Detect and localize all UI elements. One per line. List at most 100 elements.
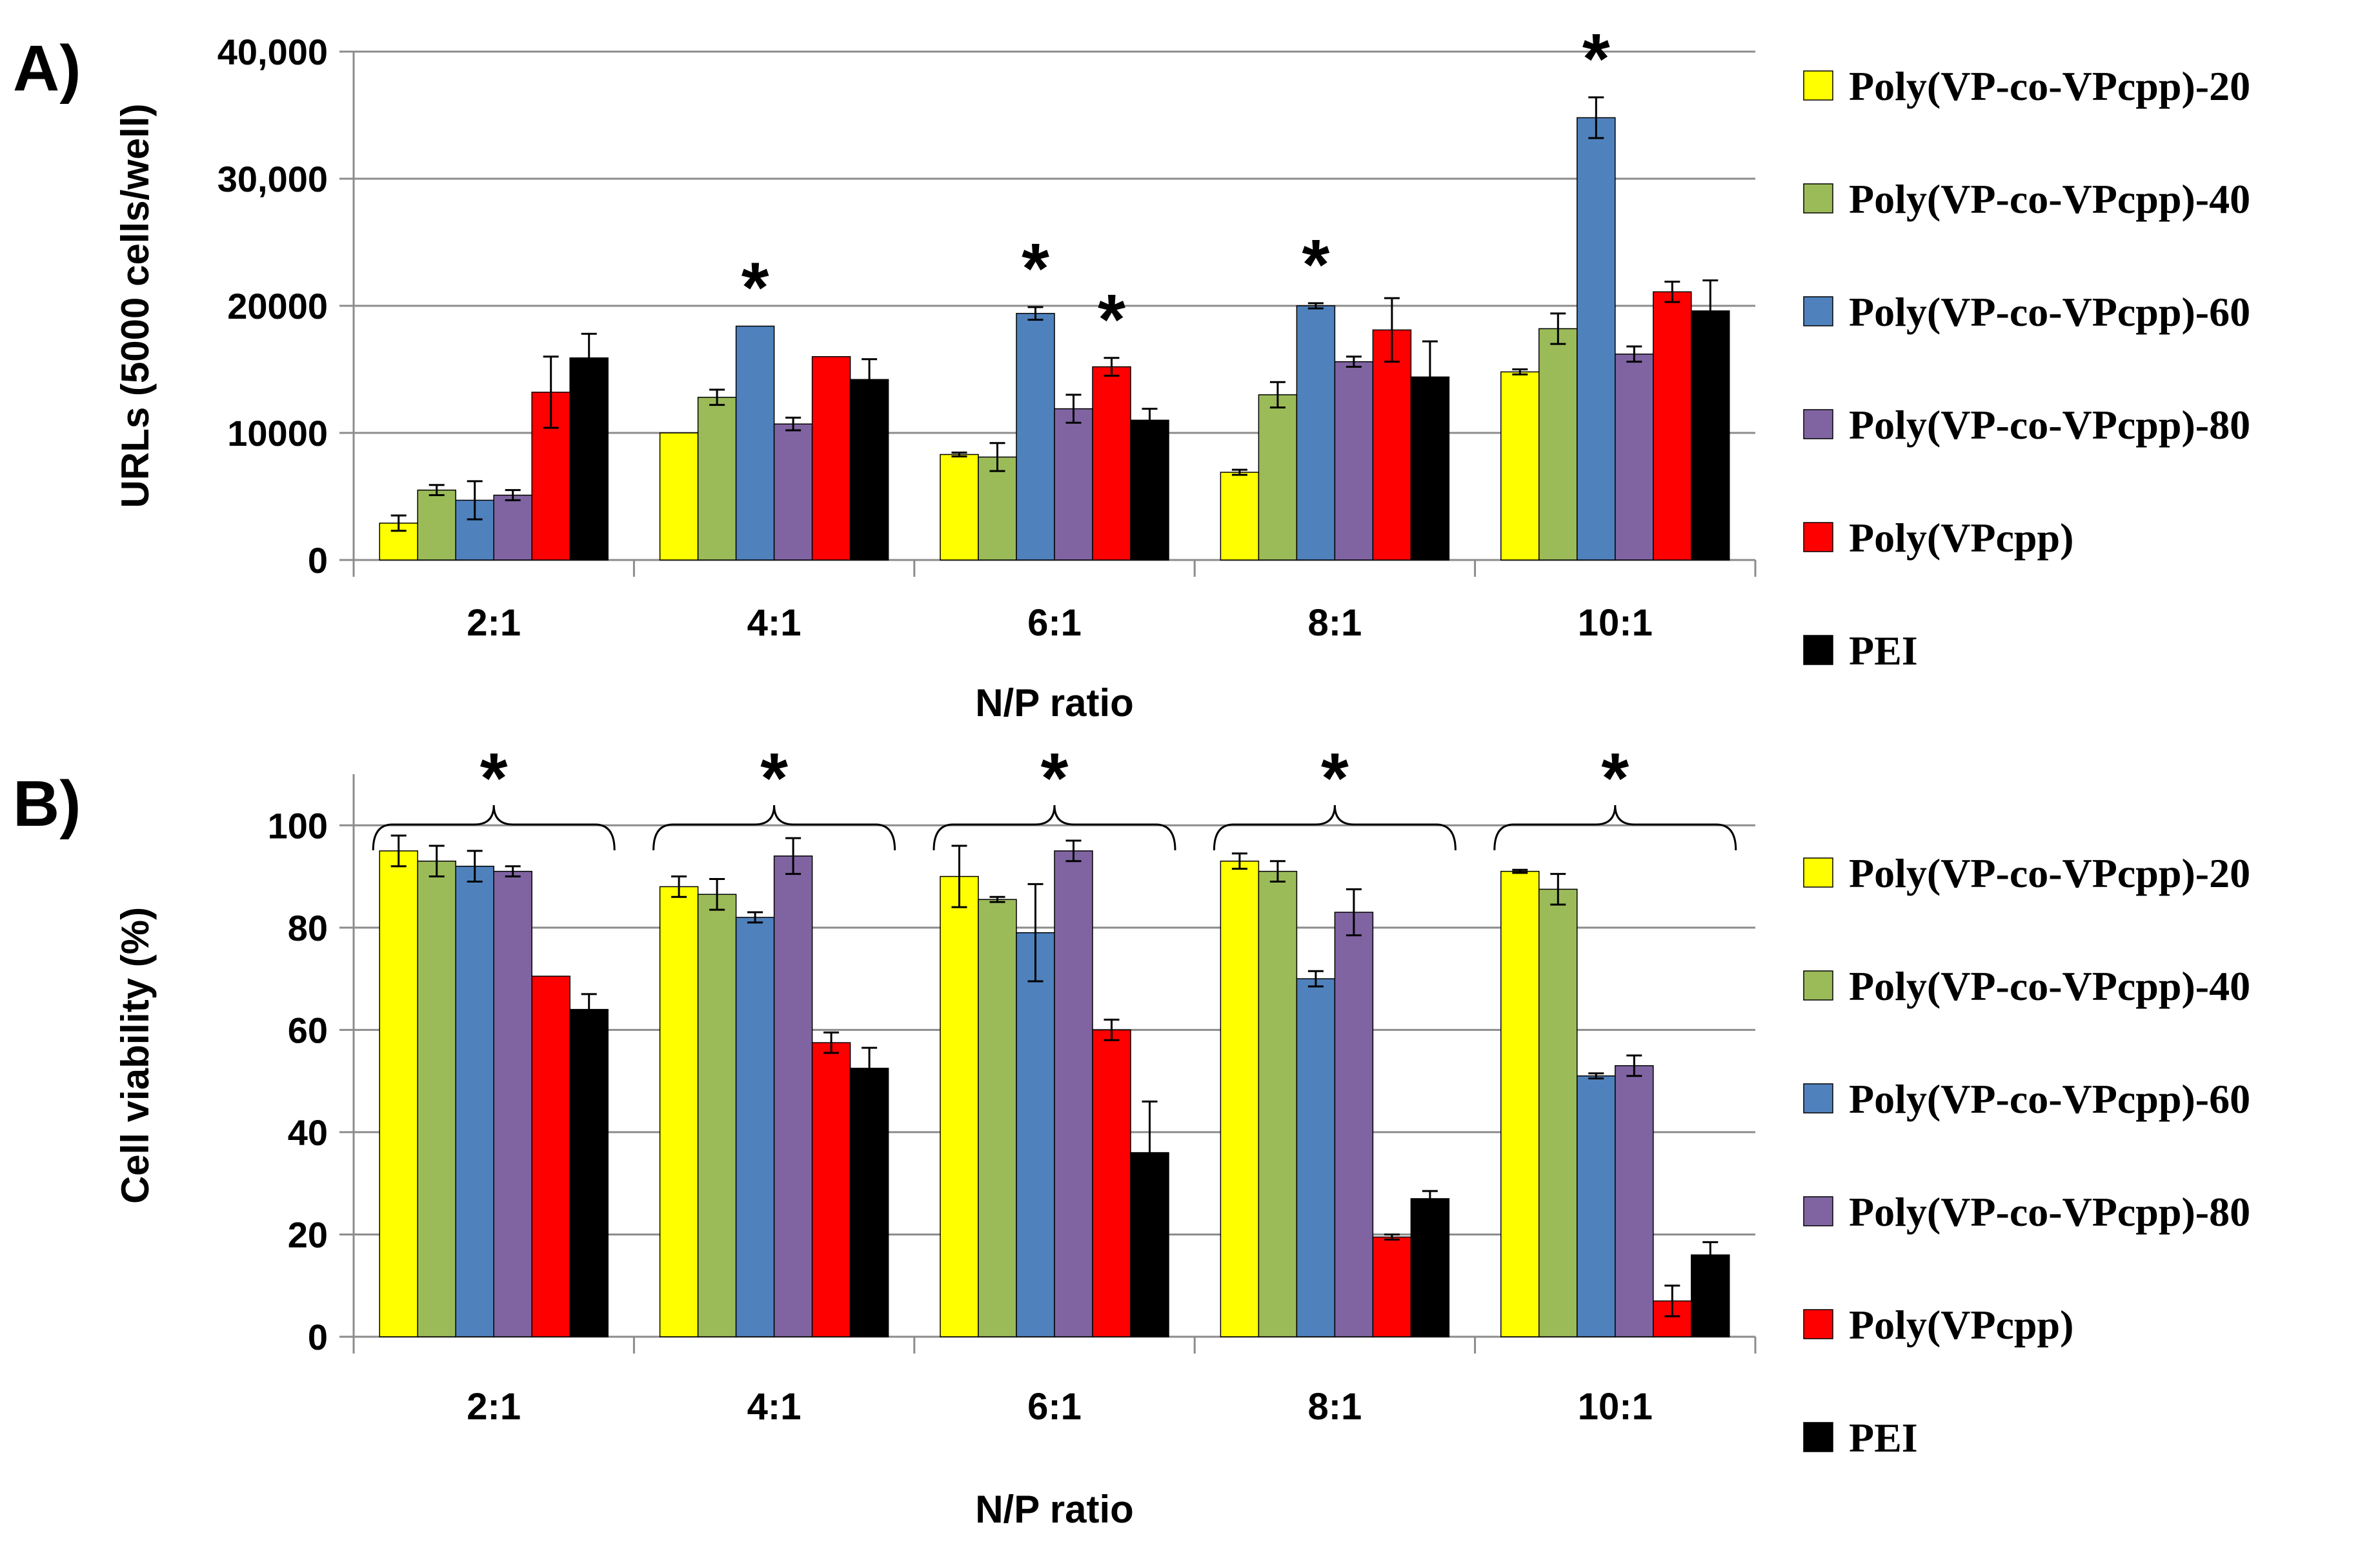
panel-b-chart: B) 0 20 40 60 80 100 2:1 4:1 6:1 8:1 10:1 * * * * * N/P r…	[13, 739, 2250, 1531]
legend-label: Poly(VP-co-VPcpp)-80	[1849, 402, 2250, 448]
legend-label: PEI	[1849, 1415, 1918, 1461]
legend-swatch	[1803, 296, 1833, 326]
y-axis-title: Cell viability (%)	[114, 907, 157, 1204]
legend-label: Poly(VP-co-VPcpp)-20	[1849, 850, 2250, 896]
legend-swatch	[1803, 1309, 1833, 1339]
significance-brace	[933, 804, 1176, 851]
legend-swatch	[1803, 1083, 1833, 1114]
y-tick-label: 40,000	[217, 32, 328, 72]
legend-swatch	[1803, 409, 1833, 439]
bar-10to1-series-5	[1653, 291, 1692, 561]
bar-8to1-series-5	[1372, 329, 1412, 561]
y-tick-label: 40	[288, 1112, 328, 1153]
significance-star: *	[1098, 280, 1125, 359]
bar-6to1-series-3	[1016, 313, 1055, 561]
significance-star: *	[1022, 229, 1049, 308]
panel-label: B)	[13, 768, 81, 840]
legend-label: Poly(VP-co-VPcpp)-80	[1849, 1189, 2250, 1235]
significance-star: *	[1582, 19, 1610, 99]
legend-swatch	[1803, 1196, 1833, 1226]
bar-10to1-series-6	[1691, 310, 1730, 561]
legend-label: Poly(VPcpp)	[1849, 1302, 2073, 1348]
x-axis-title: N/P ratio	[975, 681, 1134, 725]
bar-6to1-series-3	[1016, 932, 1055, 1337]
bar-4to1-series-4	[773, 423, 813, 561]
bar-4to1-series-2	[697, 397, 737, 561]
legend-swatch	[1803, 1422, 1833, 1452]
bar-4to1-series-6	[849, 1068, 889, 1337]
significance-star: *	[480, 739, 508, 818]
bar-8to1-series-3	[1296, 978, 1336, 1337]
y-tick-label: 0	[308, 540, 328, 581]
legend-label: Poly(VP-co-VPcpp)-60	[1849, 289, 2250, 335]
bar-4to1-series-5	[811, 1042, 851, 1337]
bar-4to1-series-6	[849, 379, 889, 561]
bar-4to1-series-3	[735, 917, 775, 1337]
y-tick-label: 80	[288, 908, 328, 948]
bar-8to1-series-3	[1296, 305, 1336, 561]
legend-label: Poly(VPcpp)	[1849, 515, 2073, 561]
x-tick-label: 6:1	[1027, 1386, 1082, 1428]
y-tick-label: 0	[308, 1317, 328, 1357]
bar-10to1-series-2	[1538, 328, 1578, 561]
bar-6to1-series-4	[1054, 850, 1093, 1337]
bar-10to1-series-1	[1500, 371, 1540, 561]
y-tick-label: 30,000	[217, 159, 328, 199]
bar-8to1-series-2	[1258, 394, 1298, 561]
x-tick-label: 8:1	[1307, 602, 1362, 644]
bar-10to1-series-4	[1615, 1065, 1654, 1337]
legend-label: PEI	[1849, 628, 1918, 674]
significance-star: *	[760, 739, 788, 818]
bar-8to1-series-1	[1220, 472, 1260, 561]
x-tick-label: 2:1	[467, 1386, 521, 1428]
panel-a-chart: A) 0 10000 20000 30,000 40,000 2:1 4:1 6:1 8:1 10:…	[13, 19, 2250, 725]
panel-label: A)	[13, 32, 81, 105]
x-tick-label: 4:1	[747, 602, 802, 644]
bar-6to1-series-6	[1130, 419, 1169, 561]
significance-star: *	[741, 248, 769, 328]
y-axis-title: URLs (5000 cells/well)	[114, 104, 157, 508]
legend-swatch	[1803, 635, 1833, 665]
bar-4to1-series-1	[659, 432, 699, 561]
y-tick-label: 60	[288, 1010, 328, 1051]
legend-label: Poly(VP-co-VPcpp)-20	[1849, 63, 2250, 109]
legend-swatch	[1803, 970, 1833, 1001]
significance-star: *	[1601, 739, 1629, 818]
bar-2to1-series-2	[417, 489, 456, 561]
bar-10to1-series-3	[1577, 1075, 1616, 1337]
bar-2to1-series-4	[493, 494, 532, 561]
x-tick-label: 10:1	[1578, 602, 1653, 644]
bar-2to1-series-4	[493, 870, 532, 1337]
legend-swatch	[1803, 522, 1833, 552]
legend-swatch	[1803, 70, 1833, 101]
legend-swatch	[1803, 183, 1833, 214]
bar-10to1-series-1	[1500, 870, 1540, 1337]
bar-8to1-series-4	[1334, 912, 1374, 1337]
y-tick-label: 100	[268, 805, 328, 846]
x-tick-label: 10:1	[1578, 1386, 1653, 1428]
bar-6to1-series-2	[978, 456, 1017, 561]
significance-brace	[1493, 804, 1737, 851]
bar-8to1-series-2	[1258, 870, 1298, 1337]
x-tick-label: 4:1	[747, 1386, 802, 1428]
y-tick-label: 10000	[227, 413, 328, 454]
bar-6to1-series-5	[1092, 1029, 1131, 1337]
bar-6to1-series-5	[1092, 366, 1131, 561]
bar-4to1-series-2	[697, 894, 737, 1337]
significance-star: *	[1321, 739, 1349, 818]
bar-2to1-series-1	[379, 850, 418, 1337]
bar-2to1-series-5	[531, 975, 570, 1337]
bar-4to1-series-5	[811, 356, 851, 561]
x-tick-label: 6:1	[1027, 602, 1082, 644]
bar-10to1-series-4	[1615, 354, 1654, 561]
bar-6to1-series-1	[940, 875, 979, 1337]
bar-2to1-series-6	[569, 357, 609, 561]
bar-10to1-series-2	[1538, 888, 1578, 1337]
significance-brace	[652, 804, 896, 851]
bar-6to1-series-1	[940, 454, 979, 561]
legend-label: Poly(VP-co-VPcpp)-40	[1849, 176, 2250, 222]
bar-8to1-series-4	[1334, 361, 1374, 561]
x-tick-label: 2:1	[467, 602, 521, 644]
bar-8to1-series-5	[1372, 1236, 1412, 1337]
